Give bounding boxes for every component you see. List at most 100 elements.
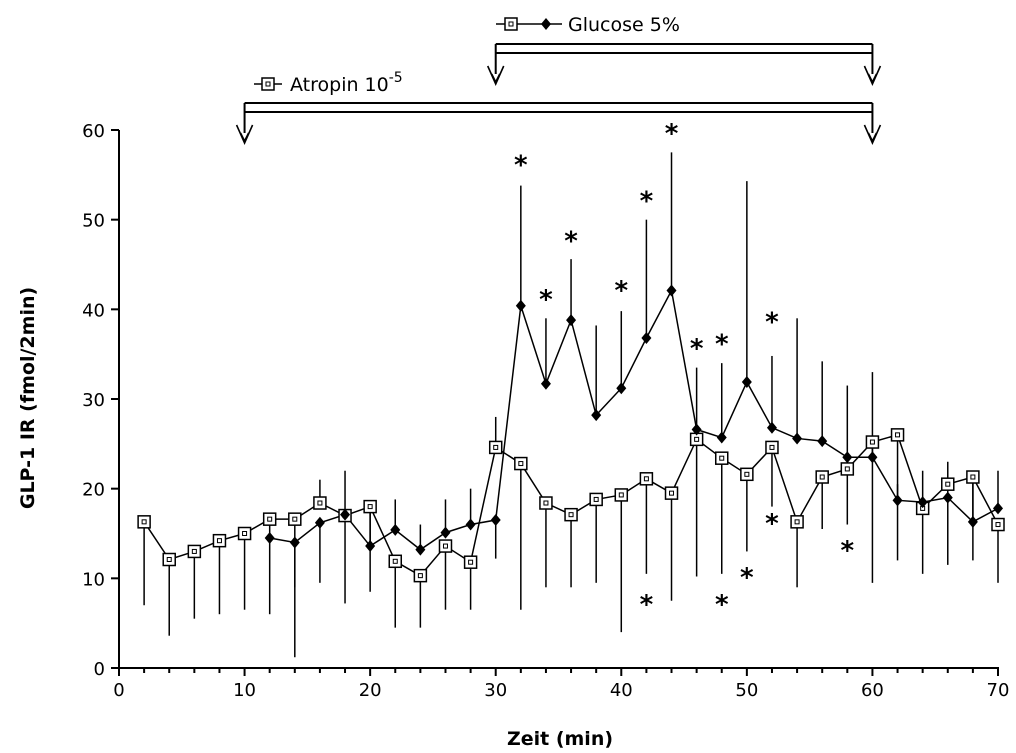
data-point-diamond (540, 377, 551, 390)
y-tick-label: 30 (82, 390, 105, 411)
significance-star: * (539, 285, 553, 315)
data-point-diamond (490, 514, 501, 527)
data-point-square (840, 462, 855, 476)
data-point-diamond (967, 515, 978, 528)
legend-square-marker (261, 77, 275, 91)
data-point-square (865, 435, 880, 449)
arrow-down-icon (486, 65, 505, 86)
data-point-square (639, 472, 654, 486)
arrow-down-icon (863, 65, 882, 86)
x-tick-label: 50 (735, 680, 758, 701)
data-point-square (564, 507, 578, 522)
data-point-diamond (993, 502, 1003, 515)
data-point-diamond (465, 518, 476, 531)
significance-star: * (715, 590, 729, 620)
y-tick-label: 20 (82, 480, 105, 501)
data-point-diamond (691, 423, 702, 436)
data-point-diamond (264, 531, 275, 544)
y-tick-label: 60 (82, 121, 105, 142)
significance-star: * (564, 227, 578, 257)
x-tick-label: 70 (987, 680, 1010, 701)
treatment-bar: Atropin 10-5 (235, 70, 882, 145)
data-point-square (388, 554, 403, 569)
data-point-square (162, 552, 176, 567)
data-point-square (589, 492, 603, 507)
data-point-diamond (591, 409, 602, 422)
data-point-diamond (289, 536, 300, 549)
significance-star: * (740, 563, 754, 593)
data-point-square (514, 456, 528, 471)
data-point-diamond (390, 523, 401, 536)
data-point-square (212, 533, 227, 548)
arrow-down-icon (863, 124, 882, 145)
x-tick-label: 40 (610, 680, 633, 701)
data-point-diamond (666, 284, 677, 297)
legend-label: Atropin 10-5 (290, 70, 403, 96)
data-point-diamond (515, 299, 526, 312)
x-tick-label: 20 (359, 680, 382, 701)
data-point-diamond (716, 431, 727, 444)
data-point-square (539, 496, 553, 510)
x-tick-label: 30 (484, 680, 507, 701)
data-point-square (137, 515, 151, 529)
y-tick-label: 10 (82, 569, 105, 590)
data-point-square (262, 512, 277, 526)
legend-key (254, 77, 282, 91)
data-point-square (664, 486, 679, 500)
data-point-diamond (616, 382, 627, 395)
data-point-square (714, 451, 729, 465)
data-point-diamond (566, 314, 577, 327)
data-point-diamond (917, 496, 928, 509)
error-bars (143, 152, 999, 658)
data-point-square (790, 515, 804, 529)
series-line (269, 288, 999, 551)
data-point-square (991, 517, 1005, 532)
significance-marks: * * * * * * * * * * * * * * (514, 119, 854, 620)
data-point-diamond (942, 491, 953, 504)
data-point-square (438, 539, 453, 553)
data-point-diamond (842, 451, 853, 464)
arrow-down-icon (235, 124, 254, 145)
data-point-diamond (792, 432, 803, 445)
x-tick-label: 60 (861, 680, 884, 701)
data-point-square (614, 488, 629, 502)
x-tick-label: 10 (233, 680, 256, 701)
treatment-bars: Glucose 5% Atropin 10-5 (235, 14, 882, 145)
data-point-diamond (314, 516, 325, 529)
data-point-square (941, 477, 955, 491)
significance-star: * (765, 509, 779, 539)
data-point-square (363, 499, 377, 514)
significance-star: * (665, 119, 679, 149)
significance-star: * (690, 334, 704, 364)
data-point-square (765, 440, 779, 455)
data-point-diamond (867, 451, 878, 464)
axes (118, 130, 999, 669)
data-point-diamond (817, 435, 828, 448)
axis-ticks: 0 10 20 30 40 50 60 0 10 20 30 40 50 60 70 (82, 121, 1009, 701)
data-point-square (915, 501, 930, 516)
treatment-bar: Glucose 5% (486, 14, 882, 86)
significance-star: * (514, 150, 528, 180)
data-point-square (740, 467, 754, 482)
data-point-square (187, 544, 202, 559)
data-point-square (413, 568, 428, 583)
data-point-square (313, 496, 327, 510)
x-tick-label: 0 (113, 680, 124, 701)
data-point-diamond (415, 543, 426, 556)
data-point-diamond (741, 375, 752, 388)
x-axis-title: Zeit (min) (507, 728, 613, 750)
data-point-square (463, 555, 478, 569)
y-tick-label: 0 (94, 659, 105, 680)
significance-star: * (765, 307, 779, 337)
data-point-square (815, 470, 829, 484)
data-point-diamond (365, 540, 376, 553)
data-point-square (966, 470, 980, 484)
legend-diamond-marker (541, 18, 551, 30)
significance-star: * (614, 276, 628, 306)
series-markers (137, 284, 1005, 583)
legend-key (496, 17, 562, 31)
data-point-diamond (766, 421, 777, 434)
y-axis-title: GLP-1 IR (fmol/2min) (17, 287, 39, 509)
data-point-square (488, 440, 503, 455)
